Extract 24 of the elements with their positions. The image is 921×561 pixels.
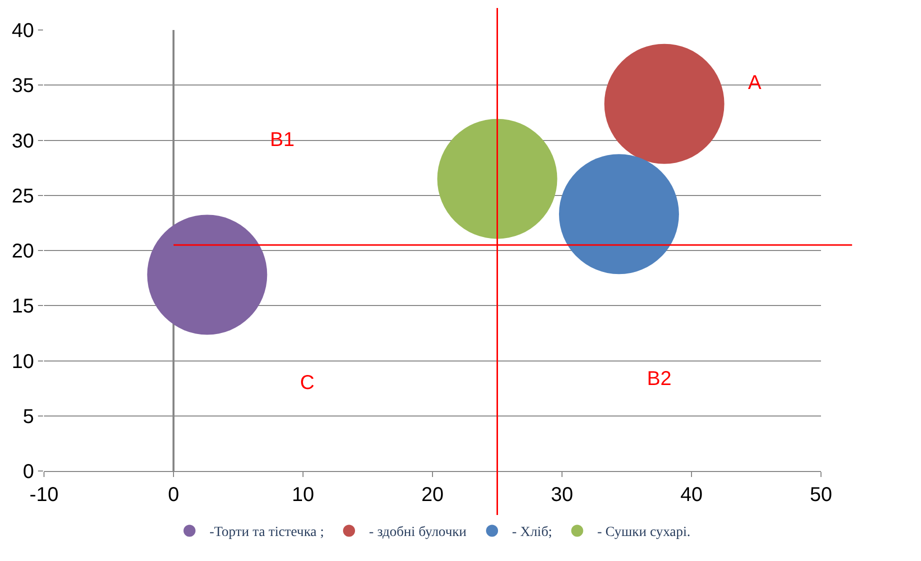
x-tick-label: 0 — [168, 484, 180, 506]
y-tick-label: 10 — [12, 350, 34, 373]
legend-label: -Торти та тістечка ; — [210, 525, 324, 540]
annotation: B2 — [647, 368, 672, 390]
annotation: B1 — [270, 129, 294, 151]
y-tick-label: 25 — [12, 185, 34, 208]
annotation: A — [748, 72, 762, 94]
y-tick-label: 35 — [12, 75, 34, 98]
legend-label: - Сушки сухарі. — [597, 525, 690, 540]
x-tick-label: 20 — [421, 484, 444, 506]
x-tick-label: 10 — [292, 484, 314, 506]
y-tick-label: 5 — [22, 406, 34, 428]
x-tick-label: -10 — [30, 484, 58, 506]
annotation: C — [300, 372, 314, 394]
y-tick-label: 20 — [12, 240, 34, 262]
y-tick-label: 0 — [22, 461, 34, 483]
x-tick-label: 50 — [810, 484, 832, 506]
y-tick-label: 15 — [12, 296, 34, 318]
x-tick-label: 40 — [680, 484, 703, 506]
x-tick-label: 30 — [550, 484, 574, 506]
legend-label: - Хліб; — [512, 525, 552, 540]
legend-label: - здобні булочки — [369, 525, 468, 540]
y-tick-label: 40 — [12, 20, 34, 42]
y-tick-label: 30 — [12, 130, 34, 152]
